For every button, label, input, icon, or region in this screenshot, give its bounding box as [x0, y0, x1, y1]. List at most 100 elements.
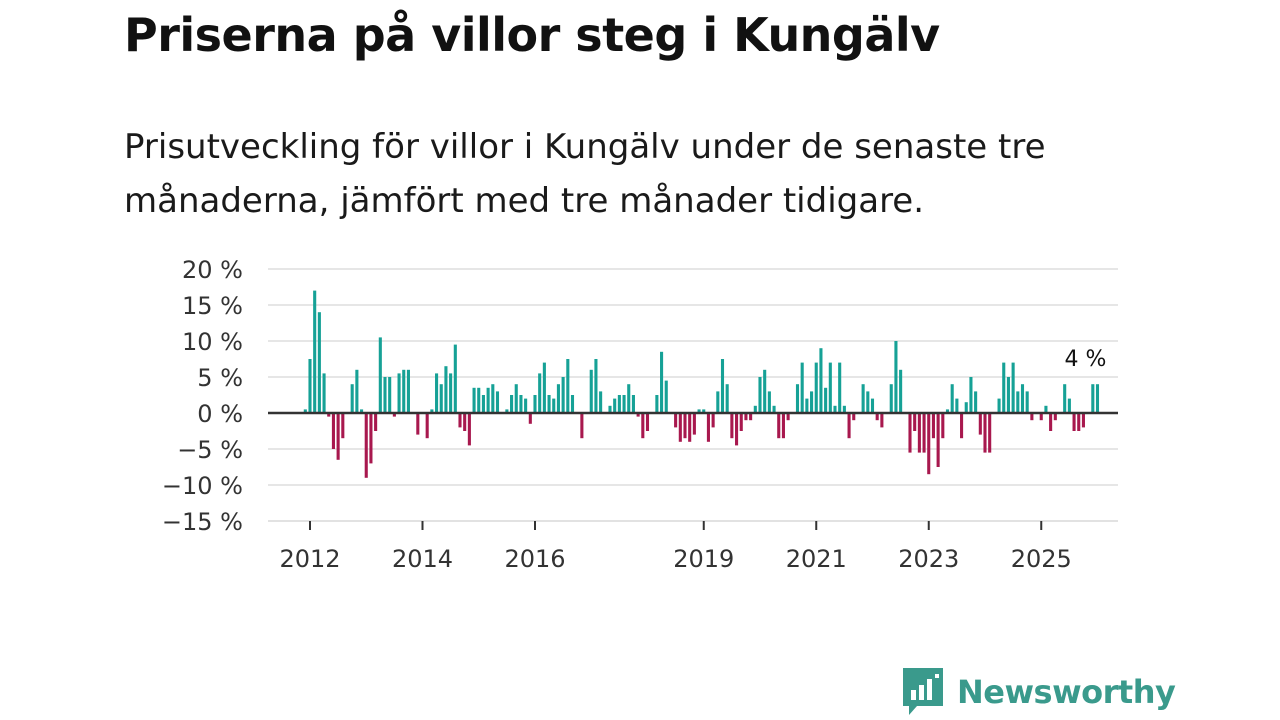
bar — [1072, 413, 1076, 431]
bar — [950, 384, 954, 413]
bar — [842, 405, 846, 413]
bar — [805, 398, 809, 413]
bar — [772, 405, 776, 413]
bar — [477, 387, 481, 413]
bar — [927, 413, 931, 475]
bar — [828, 362, 832, 413]
bar — [781, 413, 785, 439]
latest-value-label: 4 % — [1064, 347, 1106, 372]
bar — [631, 395, 635, 413]
bar — [697, 409, 701, 413]
bar — [528, 413, 532, 424]
bar — [945, 409, 950, 413]
x-tick-label: 2019 — [673, 545, 734, 573]
y-tick-label: 5 % — [197, 364, 243, 392]
brand-name: Newsworthy — [957, 673, 1176, 711]
bar — [350, 384, 354, 413]
x-tick-label: 2012 — [279, 545, 340, 573]
bar — [645, 413, 650, 431]
bar — [875, 413, 879, 421]
bar — [641, 413, 645, 439]
bar — [570, 395, 575, 413]
bar — [505, 409, 509, 413]
bar — [453, 344, 457, 413]
bar — [716, 391, 720, 413]
bar — [744, 413, 748, 421]
bar — [599, 391, 603, 413]
bar — [425, 413, 429, 439]
bar — [566, 359, 570, 413]
bar — [467, 413, 471, 446]
bar — [964, 402, 968, 413]
bar — [660, 351, 664, 413]
bar — [313, 290, 317, 413]
bar — [510, 395, 514, 413]
bar — [444, 366, 448, 413]
x-tick-label: 2014 — [392, 545, 453, 573]
grid-lines — [268, 268, 1118, 522]
bar — [763, 369, 767, 413]
bar — [683, 413, 687, 439]
bar — [861, 384, 865, 413]
bar — [753, 405, 757, 413]
bar — [1020, 384, 1025, 413]
bar — [706, 413, 710, 442]
y-axis: 20 % 15 % 10 % 5 % 0 % −5 % −10 % −15 % — [162, 256, 243, 536]
bar — [374, 413, 378, 431]
bar — [556, 384, 560, 413]
bar — [519, 395, 523, 413]
bar — [711, 413, 715, 428]
bar — [824, 387, 828, 413]
bar — [880, 413, 884, 428]
bar — [392, 413, 396, 417]
bar — [580, 413, 584, 439]
bar-series — [303, 290, 1100, 478]
bar — [655, 395, 659, 413]
bar — [402, 369, 406, 413]
bar — [491, 384, 495, 413]
bar — [674, 413, 678, 428]
bar — [430, 409, 434, 413]
bar — [383, 377, 387, 413]
bar — [955, 398, 959, 413]
bar — [364, 413, 368, 478]
bar — [1025, 391, 1029, 413]
bar — [767, 391, 771, 413]
bar — [1006, 377, 1010, 413]
bar — [331, 413, 335, 449]
bar — [1011, 362, 1015, 413]
bar — [547, 395, 551, 413]
x-tick-label: 2016 — [504, 545, 565, 573]
bar — [1091, 384, 1095, 413]
bar — [406, 369, 410, 413]
bar — [922, 413, 926, 453]
chart-subtitle: Prisutveckling för villor i Kungälv unde… — [124, 127, 1046, 221]
bar — [608, 405, 612, 413]
chart-title: Priserna på villor steg i Kungälv — [124, 8, 940, 62]
newsworthy-logo[interactable]: Newsworthy — [903, 668, 1176, 716]
bar — [735, 413, 739, 446]
bar — [1081, 413, 1085, 428]
bar — [1039, 413, 1043, 421]
newsworthy-bar-chart-icon — [903, 668, 943, 715]
bar — [969, 377, 973, 413]
bar — [355, 369, 359, 413]
bar — [369, 413, 373, 464]
bar — [481, 395, 485, 413]
bar — [941, 413, 945, 439]
bar — [1030, 413, 1034, 421]
bar — [514, 384, 518, 413]
bar — [749, 413, 753, 421]
bar — [589, 369, 593, 413]
bar — [449, 373, 453, 413]
bar — [472, 387, 476, 413]
bar — [1049, 413, 1053, 431]
bar — [397, 373, 401, 413]
bar — [702, 409, 706, 413]
bar — [552, 398, 556, 413]
y-tick-label: −15 % — [162, 508, 243, 536]
y-tick-label: 20 % — [182, 256, 243, 284]
price-change-bar-chart: 20 %15 %10 %5 %0 %−5 %−10 %−15 % 2012 201… — [162, 256, 1118, 573]
bar — [889, 384, 893, 413]
bar — [341, 413, 345, 439]
